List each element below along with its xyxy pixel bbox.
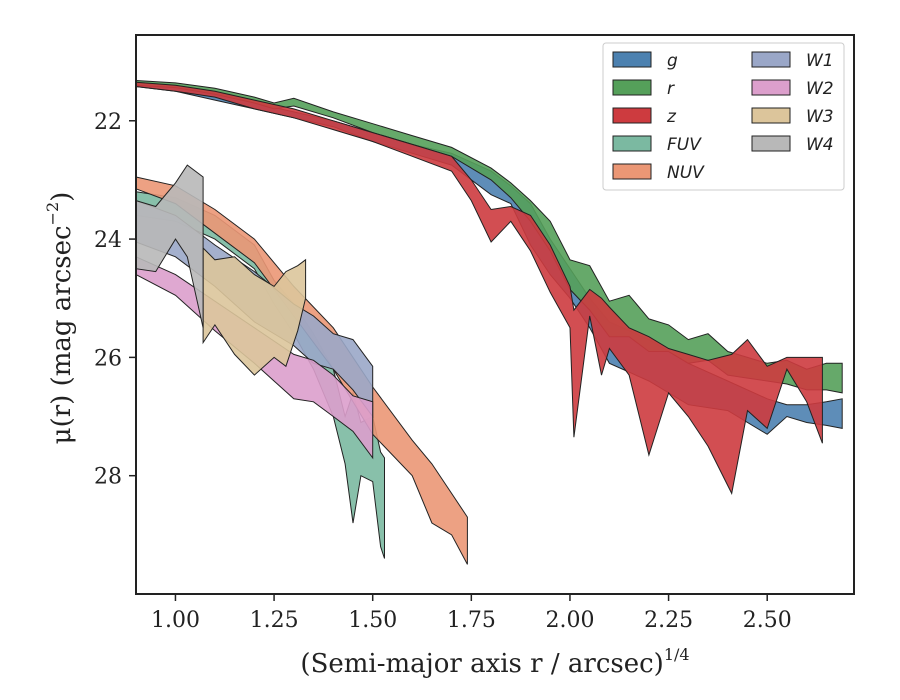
legend-label-nuv: NUV <box>667 163 705 183</box>
legend-label-r: r <box>667 79 675 99</box>
y-tick-label: 22 <box>94 110 122 135</box>
y-axis-label: μ(r) (mag arcsec−2) <box>43 192 77 445</box>
x-axis-ticks: 1.00 1.25 1.50 1.75 2.00 2.25 2.50 <box>151 594 792 633</box>
x-tick-label: 1.50 <box>348 608 397 633</box>
legend-label-w3: W3 <box>806 107 834 127</box>
y-tick-label: 24 <box>94 228 122 253</box>
x-tick-label: 2.25 <box>644 608 693 633</box>
legend: grz FUV NUV W1 W2 W3 W4 <box>602 42 845 191</box>
legend-swatch-nuv <box>612 163 652 180</box>
band-z <box>135 81 823 495</box>
legend-swatch-g <box>612 51 652 68</box>
x-axis-label: (Semi-major axis r / arcsec)1/4 <box>300 645 689 679</box>
y-tick-label: 26 <box>94 346 122 371</box>
legend-label-w2: W2 <box>806 79 834 99</box>
x-tick-label: 1.25 <box>250 608 299 633</box>
legend-label-z: z <box>666 107 677 127</box>
legend-swatch-z <box>612 107 652 124</box>
legend-label-g: g <box>667 51 678 71</box>
plot-frame <box>135 34 855 595</box>
y-tick-label: 28 <box>94 465 122 490</box>
band-w3 <box>202 246 307 376</box>
legend-label-w1: W1 <box>806 51 834 71</box>
x-tick-label: 1.00 <box>151 608 200 633</box>
band-layer <box>135 79 843 565</box>
y-axis-ticks: 22 24 26 28 <box>94 110 136 490</box>
legend-swatch-w4 <box>751 135 791 152</box>
band-nuv <box>135 176 468 565</box>
x-tick-label: 2.00 <box>545 608 594 633</box>
legend-label-fuv: FUV <box>667 135 702 155</box>
legend-swatch-r <box>612 79 652 96</box>
legend-label-w4: W4 <box>806 135 834 155</box>
legend-swatch-w2 <box>751 79 791 96</box>
band-w4 <box>135 164 204 328</box>
legend-swatch-w1 <box>751 51 791 68</box>
legend-swatch-w3 <box>751 107 791 124</box>
x-tick-label: 2.50 <box>743 608 792 633</box>
legend-swatch-fuv <box>612 135 652 152</box>
x-tick-label: 1.75 <box>447 608 496 633</box>
